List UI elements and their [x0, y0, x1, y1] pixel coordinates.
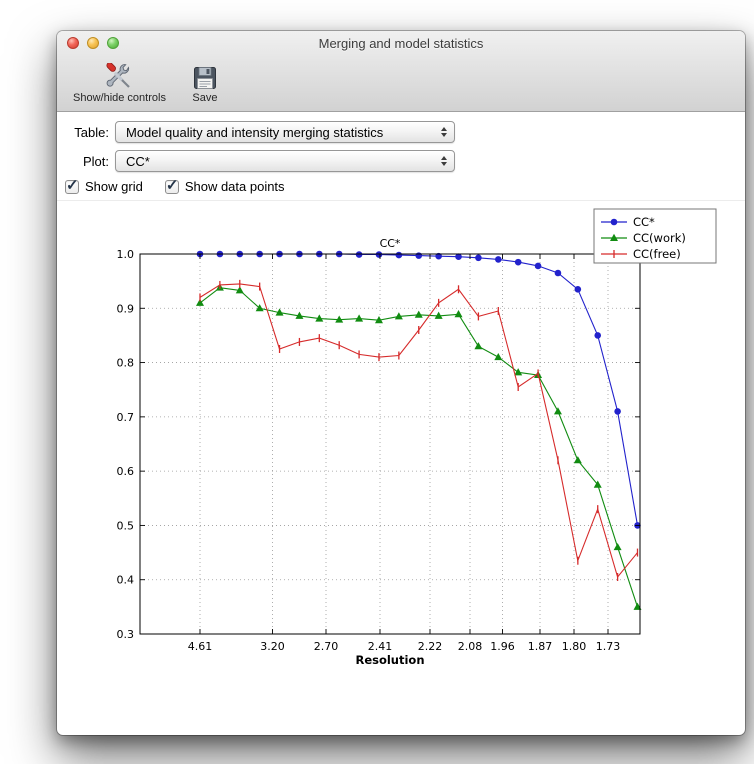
- titlebar[interactable]: Merging and model statistics: [57, 31, 745, 55]
- plot-figure: 4.61 3.20 2.70 2.41 2.22 2.08 1.96 1.87 1.80 1.73…: [71, 201, 735, 701]
- svg-text:2.08: 2.08: [458, 640, 483, 653]
- table-dropdown-value: Model quality and intensity merging stat…: [126, 124, 384, 140]
- checkbox-row: ✓ Show grid ✓ Show data points: [65, 177, 745, 194]
- tools-icon: [105, 60, 133, 91]
- popup-arrows-icon: [441, 156, 447, 166]
- plot-dropdown[interactable]: CC*: [115, 150, 455, 172]
- toolbar-button-label: Show/hide controls: [73, 92, 166, 104]
- show-data-points-label: Show data points: [184, 179, 285, 194]
- svg-text:2.41: 2.41: [368, 640, 393, 653]
- controls-panel: Table: Model quality and intensity mergi…: [57, 112, 745, 201]
- check-icon: ✓: [165, 176, 179, 194]
- svg-text:4.61: 4.61: [188, 640, 213, 653]
- svg-text:1.87: 1.87: [528, 640, 553, 653]
- show-data-points-checkbox[interactable]: ✓: [164, 177, 179, 194]
- toolbar-button-label: Save: [192, 92, 218, 104]
- minimize-button[interactable]: [87, 37, 99, 49]
- chart-grid: [140, 253, 640, 635]
- plot-dropdown-value: CC*: [126, 153, 150, 169]
- svg-text:1.80: 1.80: [562, 640, 587, 653]
- table-row: Table: Model quality and intensity mergi…: [65, 121, 745, 143]
- svg-text:0.7: 0.7: [117, 411, 135, 424]
- save-icon: [192, 60, 218, 91]
- table-dropdown[interactable]: Model quality and intensity merging stat…: [115, 121, 455, 143]
- app-window: Merging and model statistics Show/hide c…: [57, 31, 745, 735]
- svg-text:1.0: 1.0: [117, 248, 135, 261]
- svg-text:3.20: 3.20: [260, 640, 285, 653]
- svg-text:0.9: 0.9: [117, 302, 135, 315]
- svg-text:0.8: 0.8: [117, 357, 135, 370]
- plot-label: Plot:: [82, 153, 109, 169]
- svg-text:1.96: 1.96: [490, 640, 515, 653]
- table-label: Table:: [74, 124, 109, 140]
- plot-row: Plot: CC*: [65, 150, 745, 172]
- svg-text:2.70: 2.70: [314, 640, 339, 653]
- save-button[interactable]: Save: [192, 60, 218, 104]
- chart-title: CC*: [380, 237, 401, 250]
- toolbar: Show/hide controls Save: [57, 55, 745, 111]
- svg-text:0.4: 0.4: [117, 574, 135, 587]
- series-triangle: [196, 283, 642, 610]
- show-hide-controls-button[interactable]: Show/hide controls: [73, 60, 166, 104]
- window-title: Merging and model statistics: [318, 35, 484, 51]
- legend-label: CC(free): [633, 247, 681, 261]
- tick-labels: 4.61 3.20 2.70 2.41 2.22 2.08 1.96 1.87 1.80 1.73…: [117, 248, 621, 653]
- axes-frame: [139, 253, 641, 635]
- series-vline: [199, 279, 639, 581]
- svg-text:1.73: 1.73: [596, 640, 621, 653]
- svg-text:2.22: 2.22: [418, 640, 443, 653]
- window-chrome: Merging and model statistics Show/hide c…: [57, 31, 745, 112]
- close-button[interactable]: [67, 37, 79, 49]
- show-grid-label: Show grid: [85, 179, 143, 194]
- svg-text:0.6: 0.6: [117, 465, 135, 478]
- popup-arrows-icon: [441, 127, 447, 137]
- show-grid-checkbox[interactable]: ✓: [65, 177, 79, 194]
- x-axis-label: Resolution: [355, 653, 424, 667]
- svg-text:0.3: 0.3: [117, 628, 135, 641]
- zoom-button[interactable]: [107, 37, 119, 49]
- legend-label: CC(work): [633, 231, 686, 245]
- legend-label: CC*: [633, 215, 655, 229]
- svg-text:0.5: 0.5: [117, 519, 135, 532]
- traffic-lights: [67, 37, 119, 49]
- chart-legend: CC* CC(work) CC(free): [593, 208, 717, 264]
- check-icon: ✓: [66, 176, 79, 194]
